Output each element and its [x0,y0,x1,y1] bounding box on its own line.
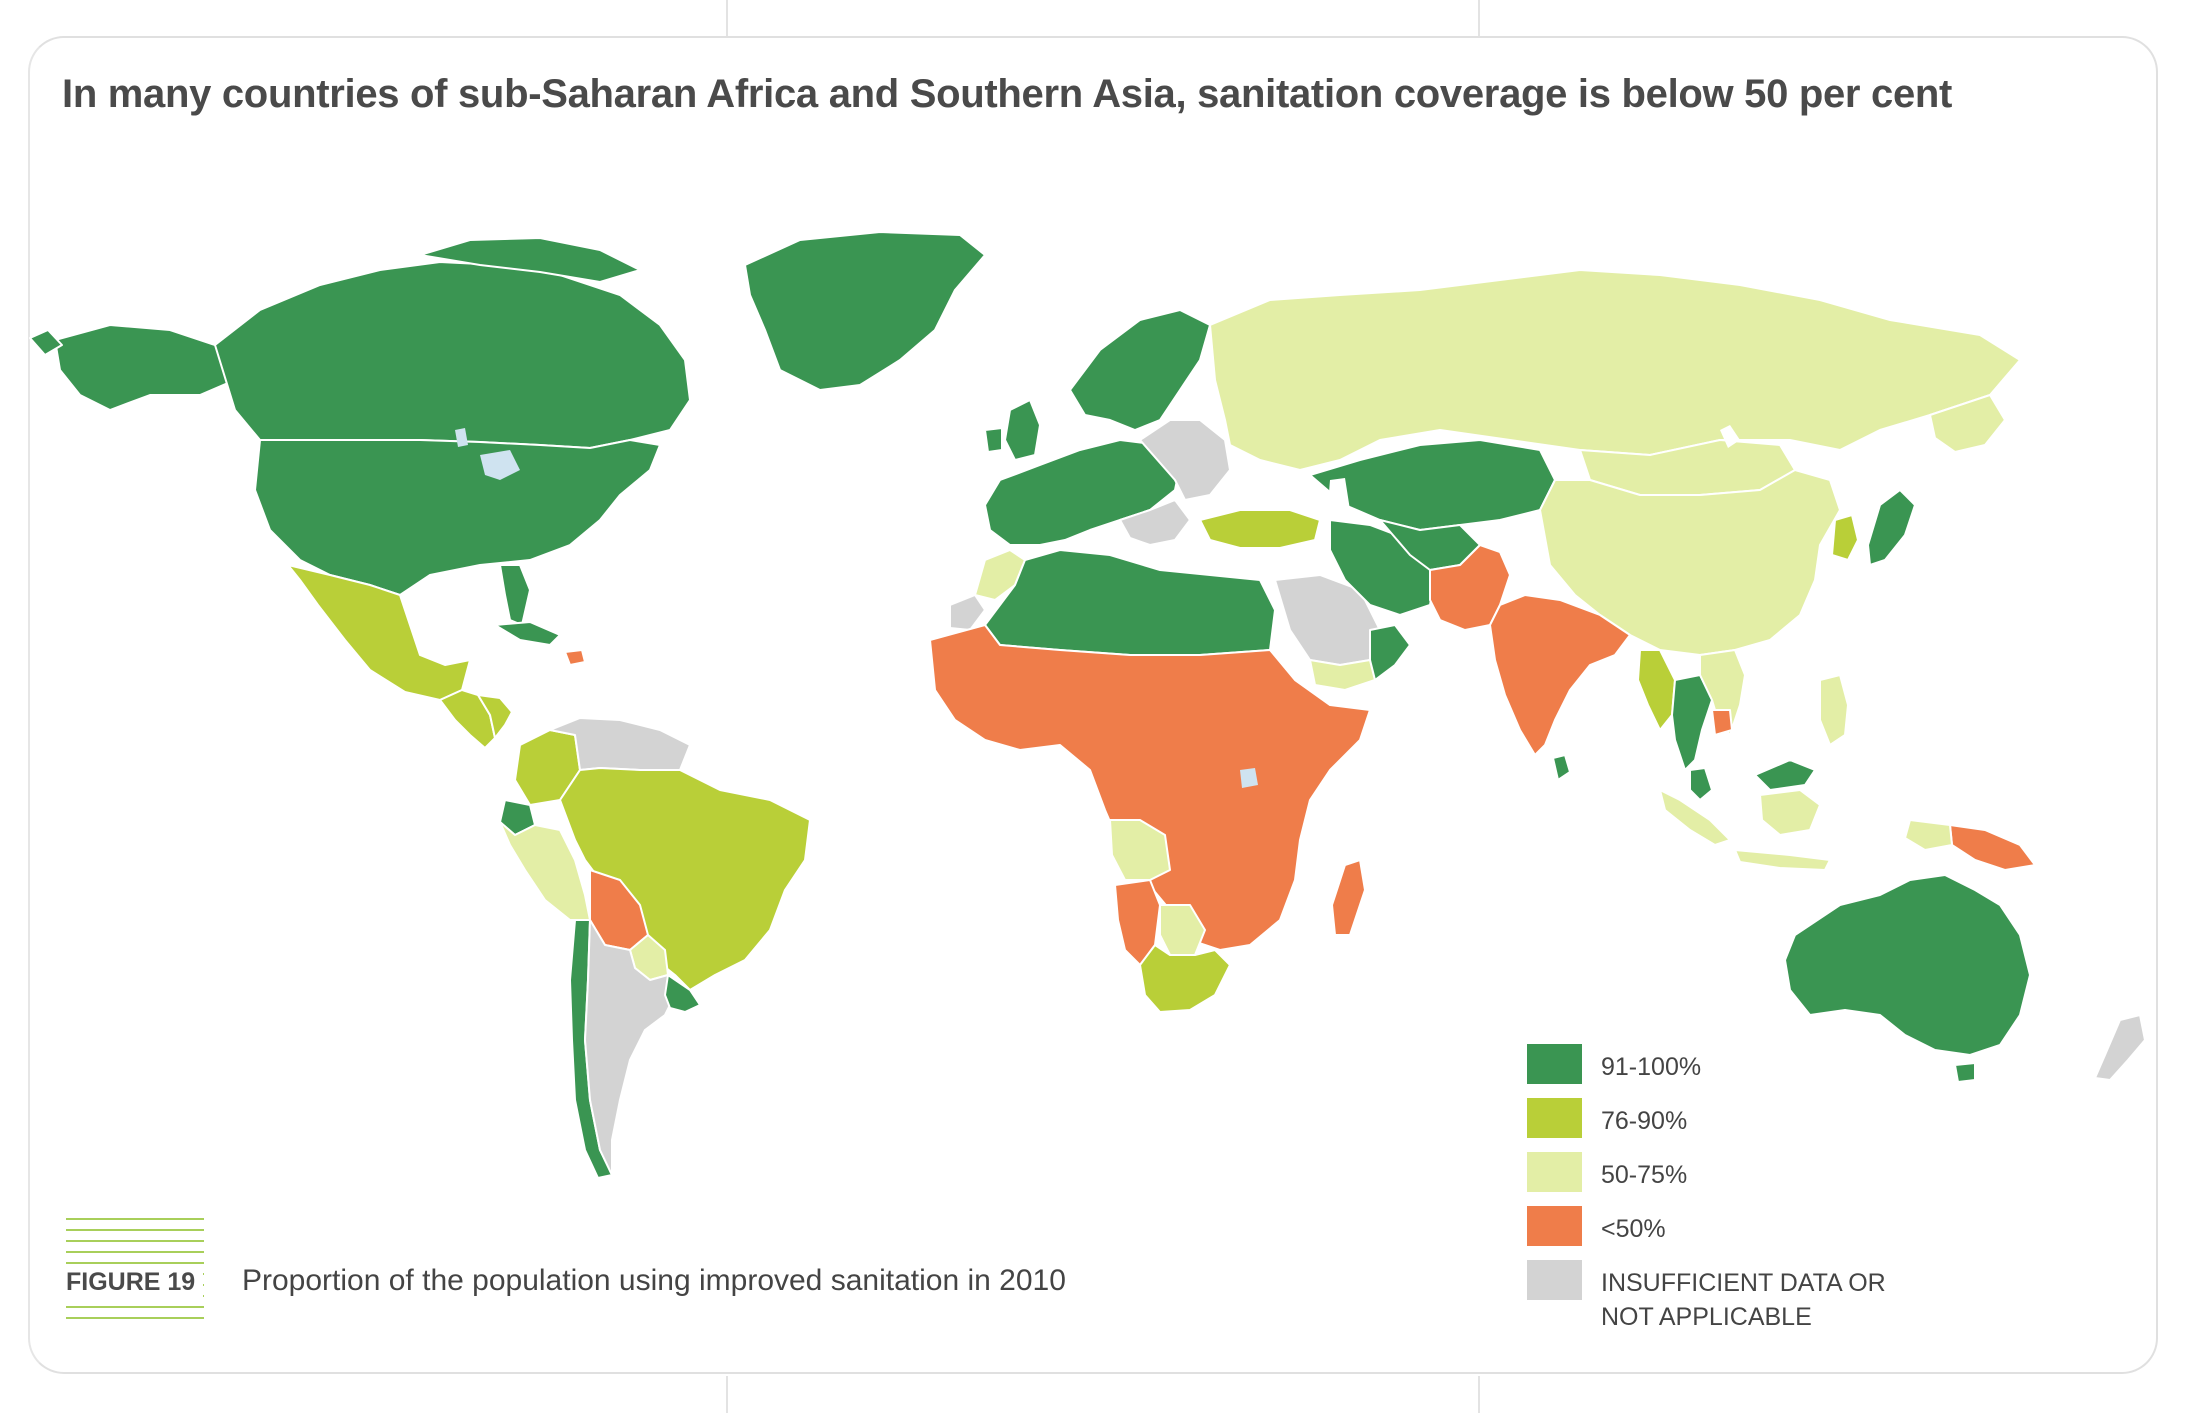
region-mexico [287,564,471,701]
region-alaska-tip [29,329,63,356]
guide-line-top-right [1478,0,1480,36]
legend-item-insufficient-data: INSUFFICIENT DATA OR NOT APPLICABLE [1527,1260,1947,1331]
region-russia [1209,269,2021,471]
region-ireland [984,427,1003,453]
lake-caspian [1328,478,1350,520]
region-australia [1784,874,2031,1056]
legend-swatch-76-90 [1527,1098,1582,1138]
region-malaysia-borneo [1754,759,1816,791]
region-north-africa [984,549,1276,656]
region-scandinavia [1069,309,1211,431]
guide-line-bottom-right [1478,1376,1480,1413]
region-eastern-europe [1139,419,1231,501]
lake-baikal [1720,425,1740,448]
water-bodies [455,425,1740,788]
region-south-africa [1139,944,1231,1013]
region-alaska [54,324,236,411]
legend-item-91-100: 91-100% [1527,1044,1947,1098]
legend-label-91-100: 91-100% [1601,1053,1702,1081]
legend-label-76-90: 76-90% [1601,1107,1688,1135]
region-philippines [1819,674,1849,746]
figure-number: FIGURE 19 [66,1266,204,1298]
lake-victoria [1240,768,1258,788]
guide-line-top-left [726,0,728,36]
legend-item-50-75: 50-75% [1527,1152,1947,1206]
legend: 91-100% 76-90% 50-75% <50% INSUFFICIENT … [1527,1044,1947,1331]
region-new-zealand [2094,1014,2146,1081]
region-sub-saharan-africa [929,624,1371,951]
figure-frame [28,36,2158,1374]
region-russia-east [1929,394,2006,453]
legend-item-76-90: 76-90% [1527,1098,1947,1152]
region-turkey [1199,509,1321,549]
region-canada [214,261,691,449]
region-western-sahara [949,594,986,631]
region-cambodia [1711,709,1733,736]
region-new-guinea-west [1904,819,1953,851]
figure-caption: Proportion of the population using impro… [242,1264,1066,1297]
region-papua-new-guinea [1949,824,2036,871]
legend-swatch-lt-50 [1527,1206,1582,1246]
region-uk [1004,399,1041,461]
region-oman [1369,624,1411,681]
legend-swatch-insufficient-data [1527,1260,1582,1300]
region-indonesia [1659,789,1731,846]
region-balkans [1119,499,1191,546]
region-florida [499,564,531,626]
region-madagascar [1331,859,1366,936]
region-canada-islands [419,237,641,283]
legend-label-insufficient-data: INSUFFICIENT DATA OR NOT APPLICABLE [1601,1269,1886,1331]
region-sri-lanka [1552,754,1571,781]
region-argentina [584,919,676,1176]
legend-item-lt-50: <50% [1527,1206,1947,1260]
guide-line-bottom-left [726,1376,728,1413]
region-greenland [744,231,986,391]
region-cuba [494,621,561,646]
region-malaysia [1689,767,1713,801]
region-peru [499,821,591,921]
region-vietnam [1699,649,1746,736]
region-indonesia-east [1759,789,1821,836]
legend-label-50-75: 50-75% [1601,1161,1688,1189]
region-japan [1867,489,1916,566]
lake-winnipeg [455,428,468,447]
legend-label-lt-50: <50% [1601,1215,1666,1243]
region-myanmar [1637,649,1676,731]
map-title: In many countries of sub-Saharan Africa … [62,72,1953,116]
region-uruguay [664,974,701,1013]
region-tasmania [1954,1062,1976,1083]
region-korea [1831,514,1859,561]
region-india [1489,594,1631,756]
legend-swatch-50-75 [1527,1152,1582,1192]
legend-swatch-91-100 [1527,1044,1582,1084]
lake-great-lakes [480,450,520,480]
region-haiti [564,649,586,666]
region-indonesia-java [1734,849,1831,871]
region-yemen [1309,659,1376,691]
region-angola [1109,819,1171,881]
region-central-america-south [477,694,513,739]
